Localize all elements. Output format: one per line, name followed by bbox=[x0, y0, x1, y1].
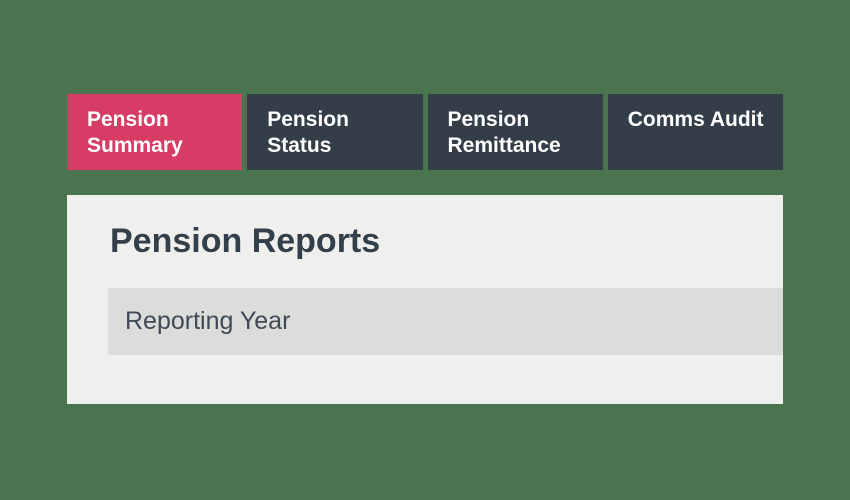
page-title: Pension Reports bbox=[110, 222, 381, 260]
tab-comms-audit[interactable]: Comms Audit bbox=[607, 94, 783, 170]
tab-bar: Pension Summary Pension Status Pension R… bbox=[67, 94, 783, 170]
tab-label: Pension Status bbox=[267, 108, 349, 157]
tab-pension-summary[interactable]: Pension Summary bbox=[67, 94, 243, 170]
tab-label: Pension Summary bbox=[87, 108, 183, 157]
reports-panel: Pension Reports Reporting Year bbox=[67, 195, 783, 404]
tab-label: Pension Remittance bbox=[447, 108, 561, 157]
tab-label: Comms Audit bbox=[627, 108, 764, 131]
tab-pension-remittance[interactable]: Pension Remittance bbox=[427, 94, 603, 170]
reporting-year-row[interactable]: Reporting Year bbox=[108, 288, 783, 355]
reporting-year-label: Reporting Year bbox=[125, 307, 291, 335]
tab-pension-status[interactable]: Pension Status bbox=[247, 94, 423, 170]
